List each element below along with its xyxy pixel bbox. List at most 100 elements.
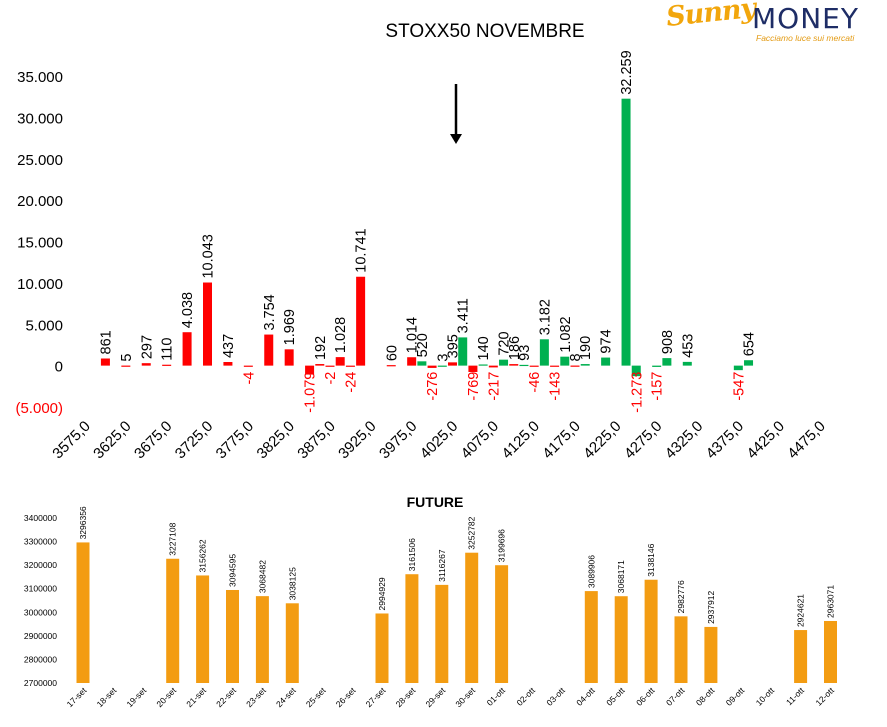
data-label: -143 <box>548 372 564 401</box>
data-bar <box>631 365 641 377</box>
data-label: 110 <box>160 338 176 361</box>
data-label: 2994929 <box>377 577 387 610</box>
main-chart-y-axis: (5.000) 0 5.000 10.000 15.000 20.000 25.000 30.… <box>15 69 63 417</box>
data-bar <box>407 357 417 366</box>
x-tick-label: 4325,0 <box>662 418 706 462</box>
data-bar <box>824 620 837 683</box>
data-label: 190 <box>578 336 594 360</box>
data-label: 186 <box>507 336 523 360</box>
data-label: 861 <box>98 330 114 354</box>
data-bar <box>468 365 478 372</box>
x-tick-label: 4475,0 <box>784 418 828 462</box>
main-chart-bars <box>100 98 754 377</box>
data-label: 3156262 <box>198 539 208 572</box>
x-tick-label: 20-set <box>154 685 178 709</box>
data-bar <box>375 613 389 683</box>
x-tick-label: 01-ott <box>485 685 508 708</box>
data-bar <box>223 362 233 366</box>
data-bar <box>182 332 192 366</box>
data-label: -24 <box>343 372 359 393</box>
x-tick-label: 3625,0 <box>90 418 134 462</box>
data-bar <box>621 98 631 366</box>
y-tick-label: 3400000 <box>24 513 57 523</box>
data-label: -1.079 <box>303 372 319 413</box>
data-bar <box>285 603 299 683</box>
data-label: -157 <box>650 372 666 401</box>
future-chart-y-axis: 2700000 2800000 2900000 3000000 3100000 32000… <box>24 513 57 688</box>
data-bar <box>121 365 131 367</box>
data-bar <box>509 364 519 366</box>
data-label: 3.411 <box>456 298 472 333</box>
x-tick-label: 4125,0 <box>499 418 543 462</box>
data-bar <box>264 334 274 366</box>
x-tick-label: 4375,0 <box>703 418 747 462</box>
main-chart-title: STOXX50 NOVEMBRE <box>385 21 584 42</box>
future-chart-value-labels: 3296356 3227108 3156262 3094595 3068482 30381… <box>78 506 836 627</box>
x-tick-label: 25-set <box>304 685 328 709</box>
data-bar <box>529 365 539 367</box>
y-tick-label: 3000000 <box>24 607 57 617</box>
down-arrow-icon <box>450 84 462 144</box>
y-tick-label: 35.000 <box>17 69 63 86</box>
y-tick-label: 2900000 <box>24 631 57 641</box>
data-bar <box>255 596 269 683</box>
data-label: 3161506 <box>407 538 417 571</box>
data-label: 60 <box>384 345 400 361</box>
data-bar <box>427 365 437 368</box>
y-tick-label: 20.000 <box>17 193 63 210</box>
data-label: 1.969 <box>282 309 298 345</box>
data-label: 3138146 <box>646 543 656 576</box>
data-label: 3094595 <box>228 554 238 587</box>
x-tick-label: 03-ott <box>544 685 567 708</box>
data-label: 3038125 <box>287 567 297 600</box>
x-tick-label: 21-set <box>184 685 208 709</box>
x-tick-label: 24-set <box>274 685 298 709</box>
data-bar <box>495 565 509 683</box>
data-label: -217 <box>486 372 502 401</box>
data-bar <box>744 360 754 366</box>
data-label: 297 <box>139 335 155 359</box>
data-label: 437 <box>221 334 237 358</box>
data-bar <box>519 364 529 367</box>
data-bar <box>284 349 294 366</box>
data-label: 720 <box>497 331 513 355</box>
data-bar <box>76 542 90 683</box>
x-tick-label: 07-ott <box>664 685 687 708</box>
data-label: 2924621 <box>796 594 806 627</box>
data-label: 453 <box>680 334 696 358</box>
data-bar <box>601 357 611 366</box>
x-tick-label: 4075,0 <box>458 418 502 462</box>
data-bar <box>356 276 366 366</box>
x-tick-label: 4225,0 <box>580 418 624 462</box>
data-bar <box>560 356 570 366</box>
logo-brand-right: MONEY <box>752 2 859 35</box>
x-tick-label: 18-set <box>95 685 119 709</box>
data-bar <box>448 362 457 366</box>
future-chart-title: FUTURE <box>407 494 464 510</box>
data-bar <box>550 365 560 367</box>
x-tick-label: 10-ott <box>754 685 777 708</box>
data-bar <box>305 365 315 375</box>
data-label: -1.273 <box>629 372 645 413</box>
x-tick-label: 3975,0 <box>376 418 420 462</box>
data-label: 3199696 <box>497 529 507 562</box>
data-label: 3252782 <box>467 516 477 549</box>
x-tick-label: 3875,0 <box>294 418 338 462</box>
x-tick-label: 12-ott <box>813 685 836 708</box>
main-chart-x-axis: 3575,03625,03675,03725,03775,03825,03875… <box>49 418 828 462</box>
data-bar <box>386 365 396 367</box>
x-tick-label: 05-ott <box>604 685 627 708</box>
data-label: 5 <box>119 354 135 362</box>
data-bar <box>465 552 479 683</box>
y-tick-label: 30.000 <box>17 110 63 127</box>
data-bar <box>100 358 110 366</box>
data-label: 1.082 <box>558 316 574 352</box>
data-label: 974 <box>599 329 615 353</box>
future-chart: FUTURE 2700000 2800000 2900000 3000000 31000… <box>24 494 837 709</box>
data-label: -4 <box>241 372 257 385</box>
data-bar <box>570 365 580 367</box>
y-tick-label: 2800000 <box>24 654 57 664</box>
y-tick-label: 25.000 <box>17 152 63 169</box>
x-tick-label: 04-ott <box>574 685 597 708</box>
data-label: 2937912 <box>706 591 716 624</box>
